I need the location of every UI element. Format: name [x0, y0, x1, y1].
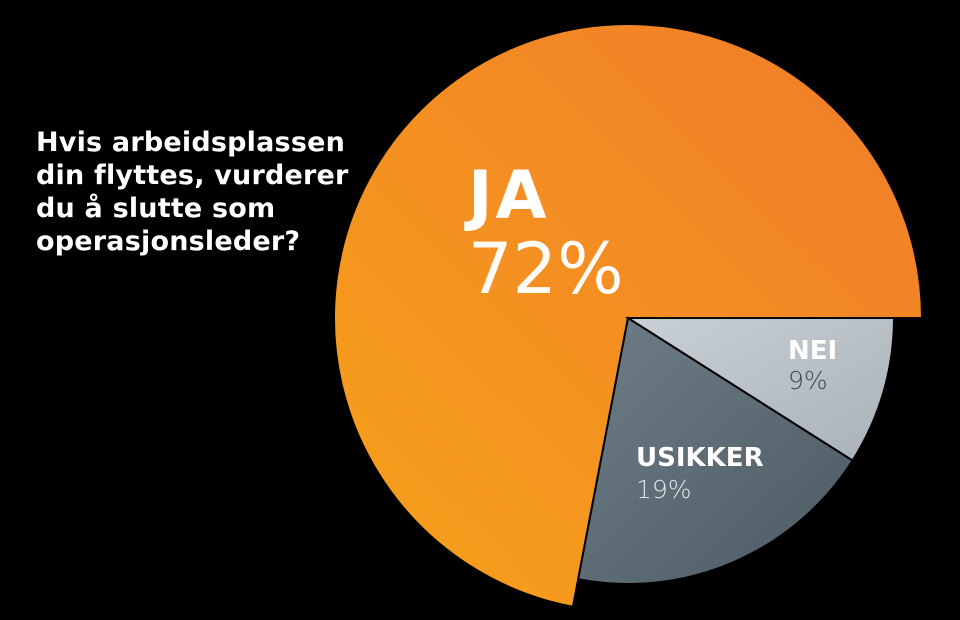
question-line: du å slutte som	[36, 193, 276, 224]
slice-label-usikker: USIKKER 19%	[636, 442, 764, 506]
pie-slice-nei	[624, 317, 896, 462]
slice-name-label: NEI	[788, 336, 838, 366]
question-line: Hvis arbeidsplassen	[36, 127, 346, 158]
question-line: operasjonsleder?	[36, 226, 301, 257]
pie-slice-ja	[333, 23, 924, 608]
slice-name-label: USIKKER	[636, 443, 764, 473]
question-line: din flyttes, vurderer	[36, 160, 349, 191]
slice-value-label: 9%	[788, 366, 828, 395]
slice-value-label: 72%	[468, 228, 624, 310]
slice-label-nei: NEI 9%	[788, 336, 837, 396]
slice-label-ja: JA 72%	[468, 157, 624, 310]
chart-question: Hvis arbeidsplassen din flyttes, vurdere…	[36, 126, 366, 258]
slice-name-label: JA	[468, 157, 550, 234]
slice-value-label: 19%	[636, 475, 692, 504]
pie-slice-usikker	[576, 316, 854, 585]
